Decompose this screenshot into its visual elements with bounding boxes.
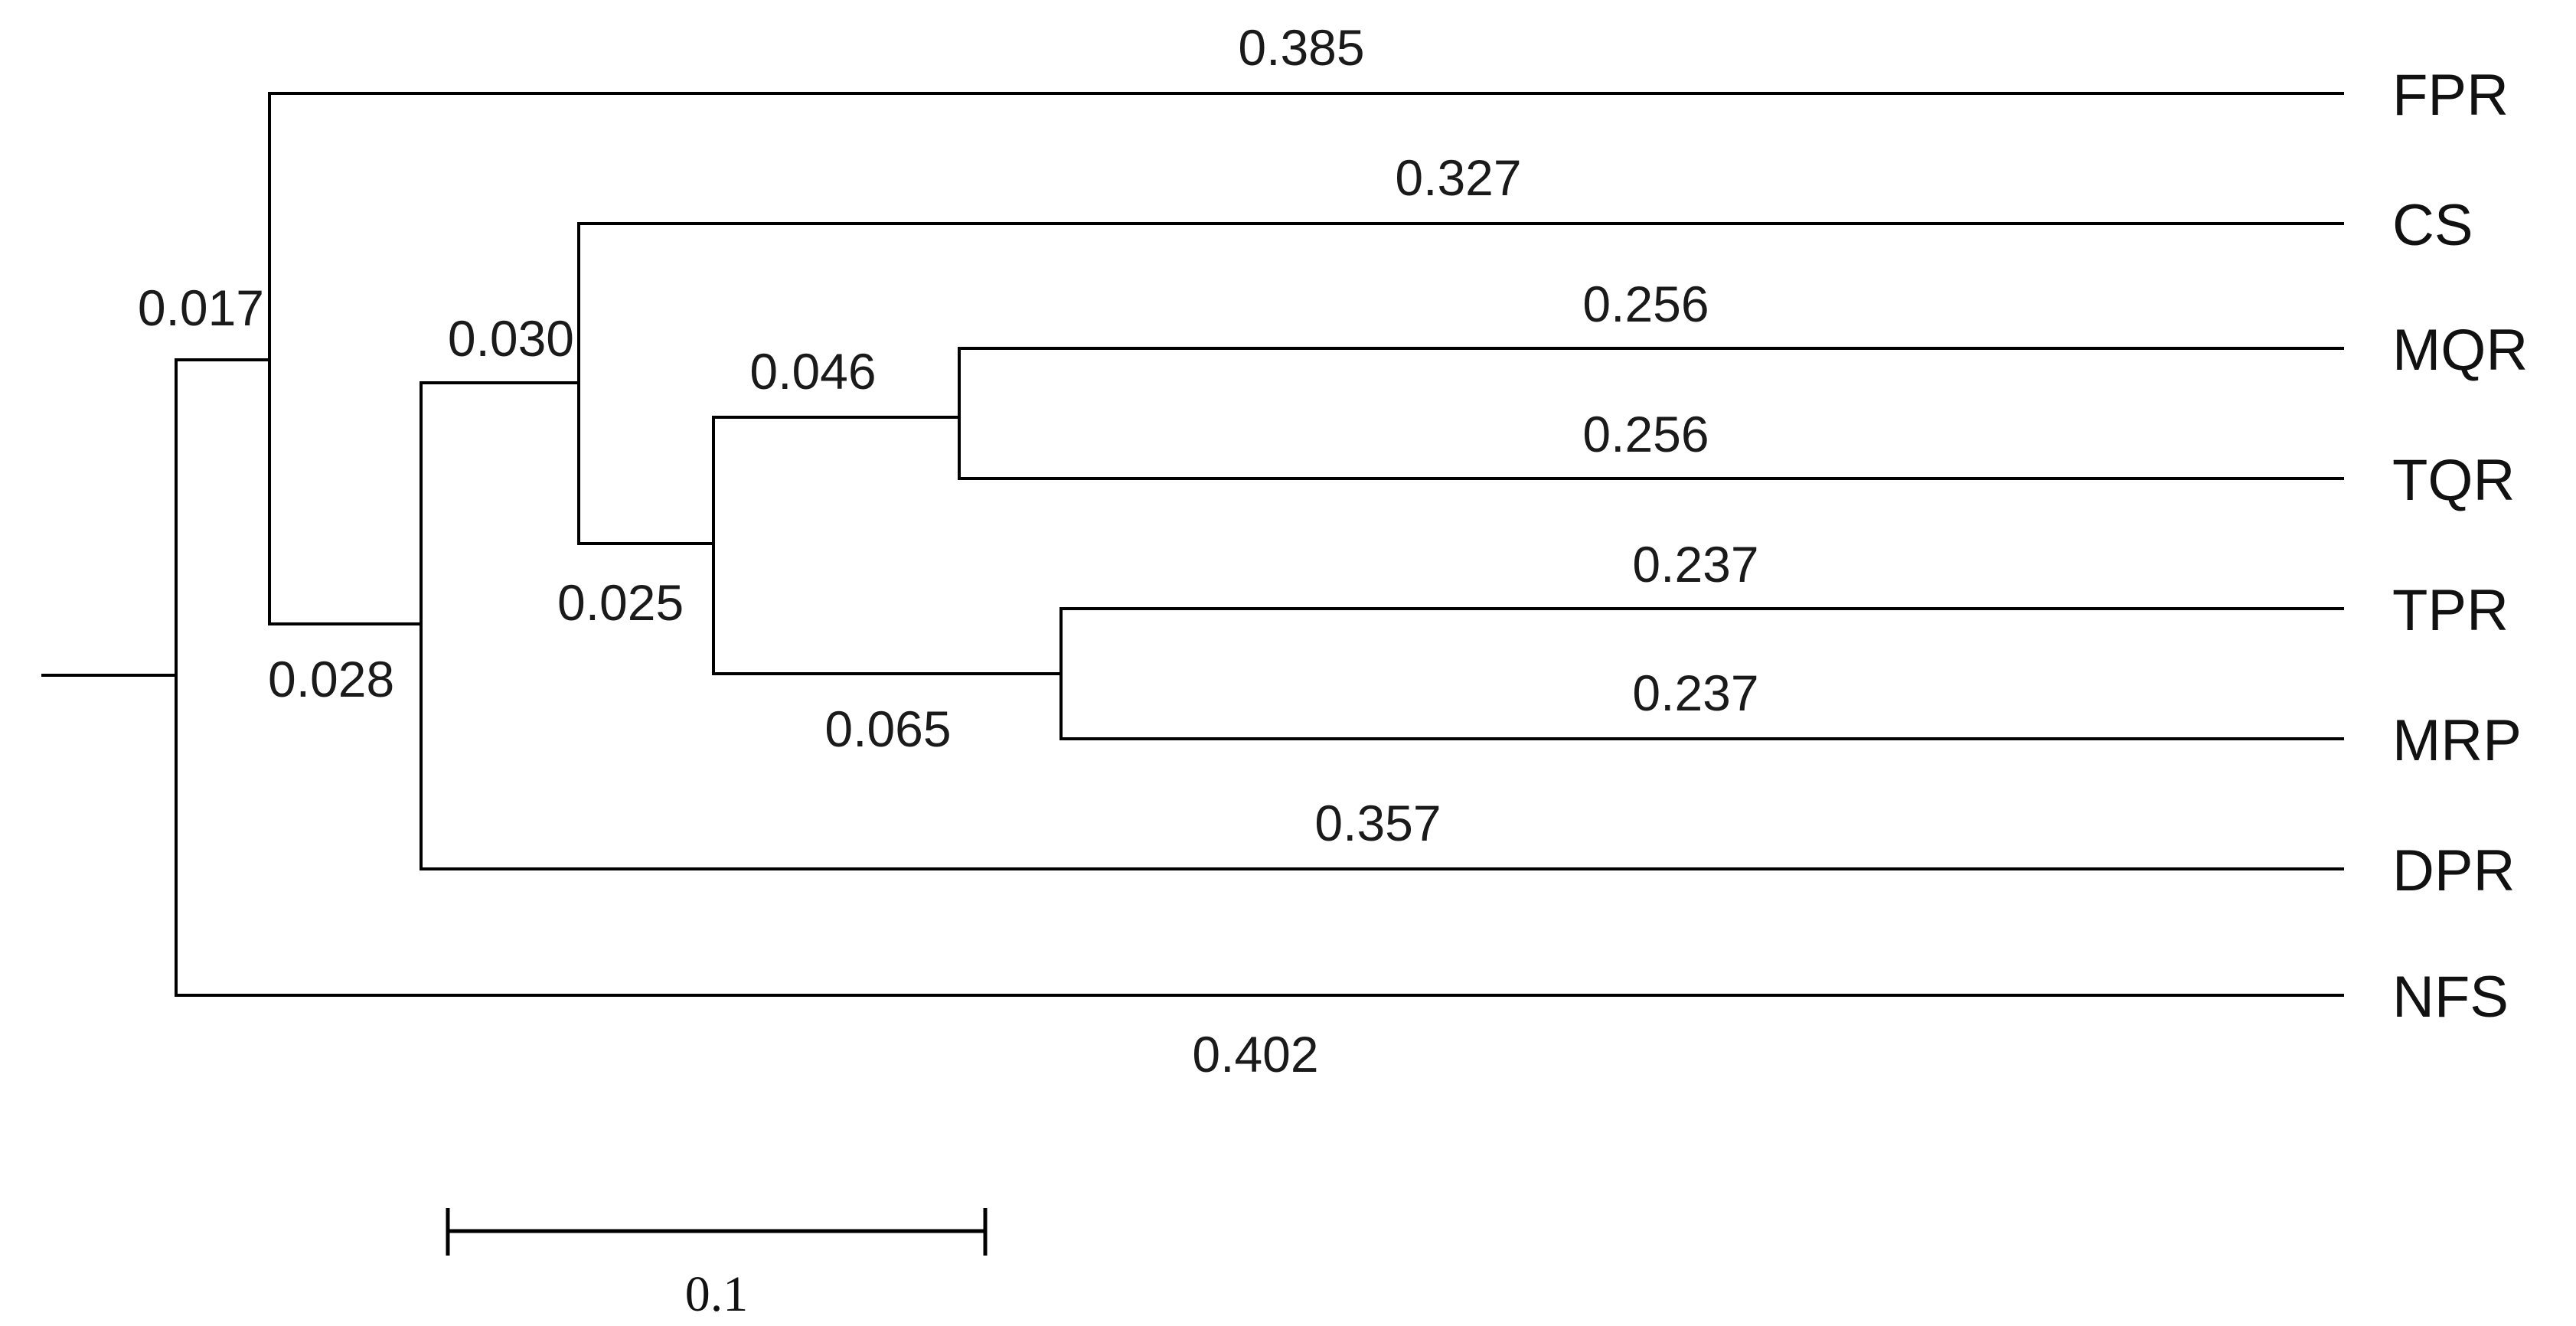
leaf-label-cs: CS — [2392, 193, 2473, 258]
branch-length-mqr: 0.256 — [1582, 276, 1709, 332]
branch-length-big-clade: 0.028 — [268, 651, 394, 707]
leaf-label-mqr: MQR — [2392, 318, 2528, 383]
scale-bar: 0.1 — [446, 1208, 988, 1322]
branch-length-cs-clade: 0.030 — [448, 310, 574, 367]
scale-bar-label: 0.1 — [685, 1266, 749, 1322]
branch-length-inner-clade: 0.025 — [557, 574, 684, 631]
branch-length-dpr: 0.357 — [1314, 795, 1441, 851]
leaf-label-mrp: MRP — [2392, 708, 2522, 773]
branch-length-cs: 0.327 — [1395, 149, 1521, 206]
tree-branches — [41, 92, 2344, 997]
branch-length-tpr-mrp-clade: 0.065 — [824, 701, 951, 757]
internal-branch-labels: 0.017 0.028 0.030 0.025 0.046 0.065 — [138, 279, 952, 757]
leaf-labels: FPR CS MQR TQR TPR MRP DPR NFS — [2392, 63, 2528, 1030]
terminal-branch-labels: 0.385 0.327 0.256 0.256 0.237 0.237 0.35… — [1192, 19, 1758, 1083]
leaf-label-fpr: FPR — [2392, 63, 2509, 128]
branch-length-nfs: 0.402 — [1192, 1026, 1318, 1083]
branch-length-mrp: 0.237 — [1632, 665, 1758, 721]
leaf-label-tqr: TQR — [2392, 448, 2515, 513]
branch-length-tqr: 0.256 — [1582, 406, 1709, 462]
branch-length-fpr-clade: 0.017 — [138, 279, 264, 336]
leaf-label-dpr: DPR — [2392, 838, 2515, 903]
leaf-label-tpr: TPR — [2392, 578, 2509, 643]
branch-length-fpr: 0.385 — [1238, 19, 1364, 76]
leaf-label-nfs: NFS — [2392, 965, 2509, 1030]
branch-length-tpr: 0.237 — [1632, 536, 1758, 593]
branch-length-mqr-tqr-clade: 0.046 — [749, 343, 876, 400]
